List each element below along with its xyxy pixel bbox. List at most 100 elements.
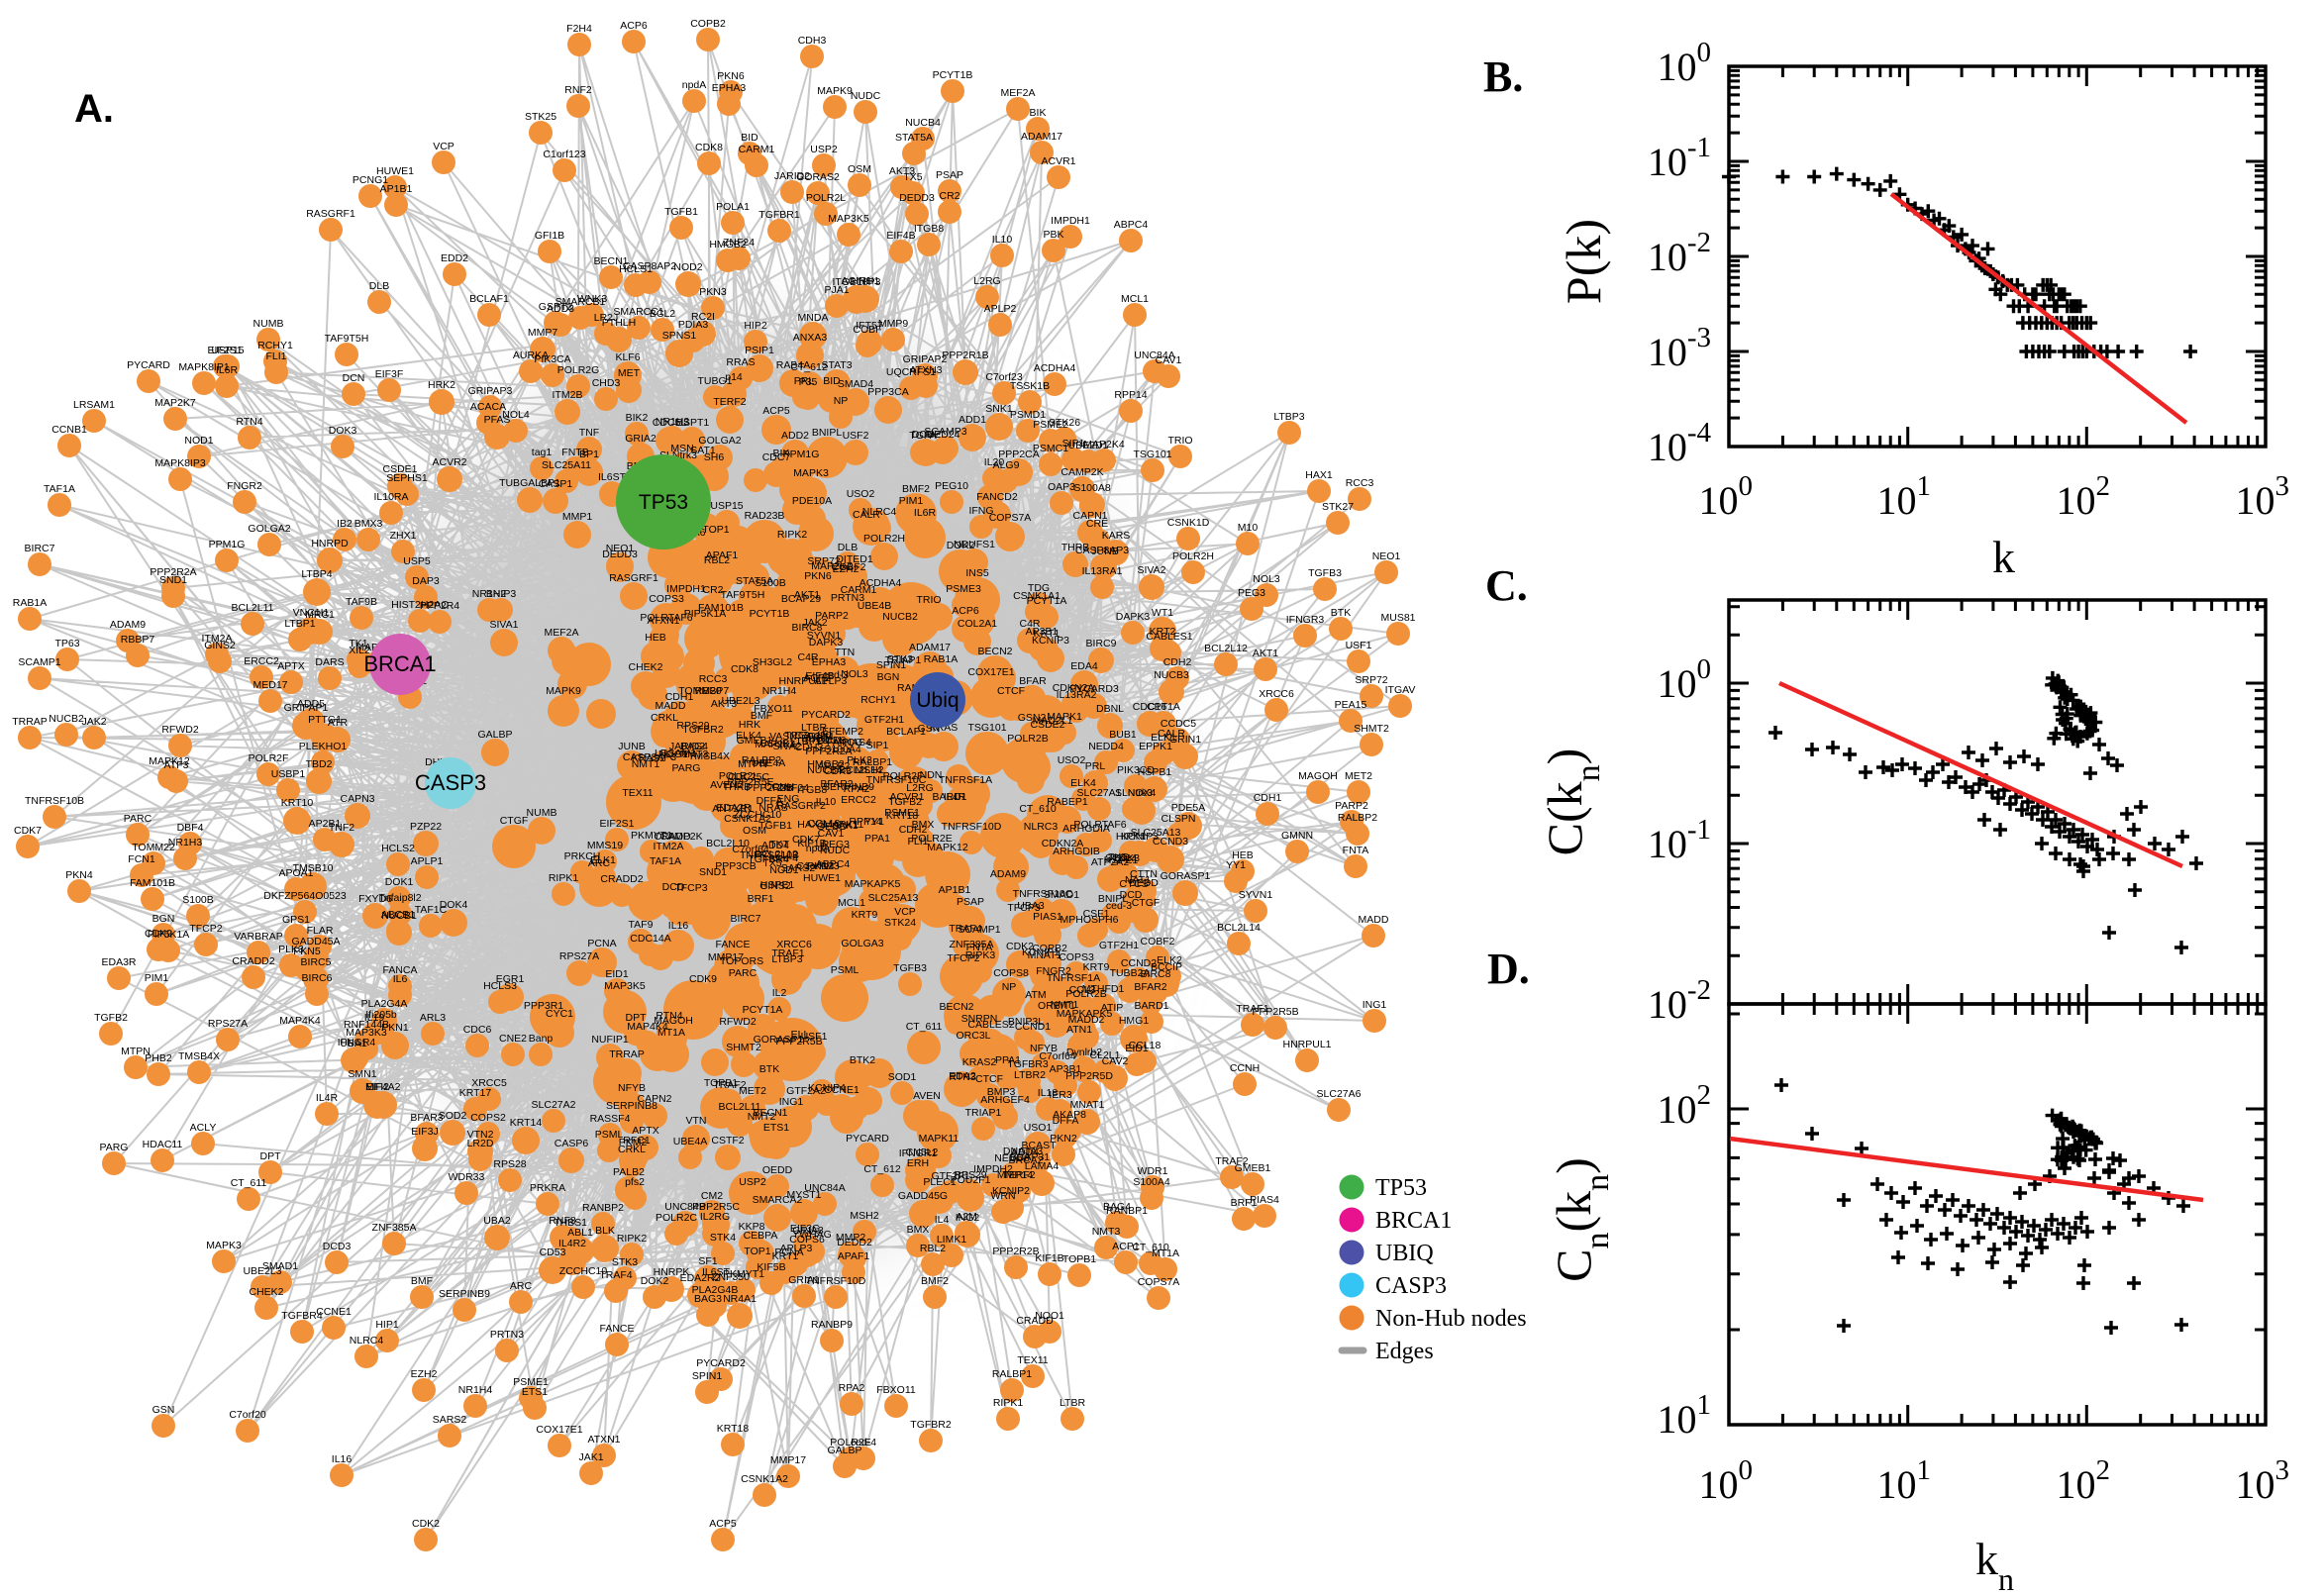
svg-text:PPP2CA: PPP2CA [998, 449, 1039, 460]
svg-text:IL10: IL10 [992, 234, 1013, 246]
svg-text:PARP2: PARP2 [1335, 800, 1368, 812]
svg-text:SNK1: SNK1 [985, 403, 1013, 415]
svg-text:NUMB: NUMB [527, 807, 557, 819]
svg-text:MAGOH: MAGOH [1298, 770, 1338, 782]
svg-text:BMF: BMF [751, 710, 772, 722]
svg-text:GMEB1: GMEB1 [737, 735, 773, 747]
svg-text:MED24: MED24 [925, 429, 960, 441]
svg-text:CASP3: CASP3 [1375, 1273, 1447, 1299]
svg-text:CCNB1: CCNB1 [51, 424, 87, 436]
svg-text:IL4R: IL4R [316, 1092, 339, 1104]
svg-text:PDE5A: PDE5A [1171, 802, 1205, 814]
svg-text:CAV2: CAV2 [1102, 1055, 1129, 1067]
svg-text:GRIN1: GRIN1 [1169, 734, 1201, 746]
svg-text:GADD45A: GADD45A [291, 936, 340, 948]
svg-text:BIRC7: BIRC7 [731, 913, 761, 925]
svg-text:ADAM9: ADAM9 [110, 619, 146, 631]
svg-text:CCND3: CCND3 [1153, 836, 1188, 848]
svg-text:ACP1: ACP1 [1112, 1241, 1140, 1252]
svg-text:TEX11: TEX11 [622, 787, 653, 799]
svg-text:CALR: CALR [1158, 728, 1185, 740]
svg-text:USO2: USO2 [1058, 754, 1086, 766]
svg-text:NQO1: NQO1 [1035, 1310, 1064, 1322]
svg-text:RNF144B: RNF144B [344, 1019, 389, 1031]
svg-text:FLI1: FLI1 [907, 836, 928, 848]
svg-text:EDD2: EDD2 [441, 252, 468, 264]
svg-text:CRADD2: CRADD2 [600, 873, 643, 885]
svg-text:ERCC2: ERCC2 [841, 794, 876, 806]
svg-text:NR1H4: NR1H4 [762, 685, 797, 697]
svg-text:ARC: ARC [588, 857, 611, 869]
svg-text:BFAR2: BFAR2 [820, 778, 853, 790]
svg-text:TRAF1: TRAF1 [771, 948, 804, 959]
svg-text:NR1H2: NR1H2 [472, 588, 507, 600]
svg-text:CDC16: CDC16 [1133, 701, 1167, 713]
svg-text:CDK7: CDK7 [792, 834, 820, 846]
svg-text:ITGB8: ITGB8 [797, 784, 828, 796]
svg-text:EDA4: EDA4 [1070, 660, 1098, 672]
svg-text:npdA: npdA [806, 843, 831, 854]
svg-text:PARP2: PARP2 [815, 610, 849, 622]
svg-text:IMPDH2: IMPDH2 [973, 1163, 1013, 1175]
svg-text:UNC84A: UNC84A [1134, 349, 1174, 361]
svg-text:RPP14: RPP14 [849, 816, 881, 828]
svg-text:ZNF24: ZNF24 [777, 782, 809, 794]
svg-text:MMP7: MMP7 [528, 327, 557, 339]
svg-text:M10: M10 [1238, 522, 1259, 534]
svg-text:BIRC8: BIRC8 [1141, 968, 1171, 980]
svg-text:CASP8AP2: CASP8AP2 [623, 260, 676, 272]
svg-text:PRKRA: PRKRA [530, 1182, 565, 1194]
svg-text:ACLY: ACLY [190, 1122, 217, 1134]
svg-text:TRAF4: TRAF4 [599, 1269, 632, 1281]
svg-text:TRAF4: TRAF4 [949, 923, 981, 935]
svg-text:BRCA1: BRCA1 [363, 651, 436, 676]
svg-text:ERCC2: ERCC2 [244, 655, 279, 667]
svg-text:HEB: HEB [1232, 849, 1254, 861]
svg-text:APLP3: APLP3 [780, 1243, 813, 1254]
svg-text:DEDD2: DEDD2 [837, 1237, 872, 1248]
svg-text:PPP2R2B: PPP2R2B [746, 782, 792, 794]
svg-text:PFAS: PFAS [484, 414, 511, 426]
svg-text:CDK7: CDK7 [14, 825, 42, 837]
svg-text:MAPK9: MAPK9 [546, 685, 581, 697]
svg-text:ARHGEF4: ARHGEF4 [980, 1094, 1030, 1106]
svg-text:CT_611: CT_611 [906, 1021, 943, 1033]
svg-text:RCC3: RCC3 [1346, 477, 1374, 489]
svg-text:PYCARD: PYCARD [127, 359, 170, 371]
svg-text:AP1B1: AP1B1 [939, 884, 971, 896]
svg-text:ced-3: ced-3 [823, 669, 849, 681]
svg-text:PYCARD3: PYCARD3 [1069, 683, 1119, 695]
svg-text:ZNF350: ZNF350 [712, 1271, 750, 1283]
svg-text:CAMP2K: CAMP2K [1060, 466, 1103, 478]
svg-text:DCD: DCD [1120, 889, 1143, 901]
svg-text:USP15: USP15 [710, 500, 743, 512]
svg-text:CASP3: CASP3 [415, 770, 486, 795]
svg-text:RPS28: RPS28 [493, 1158, 526, 1170]
svg-text:CSF1: CSF1 [1083, 908, 1110, 920]
svg-text:ACVR1: ACVR1 [889, 791, 924, 803]
svg-text:TGFA: TGFA [909, 430, 936, 442]
svg-text:THRB: THRB [723, 781, 752, 793]
svg-text:LRSAM1: LRSAM1 [655, 748, 696, 759]
svg-text:HNRPUL1: HNRPUL1 [1282, 1039, 1331, 1050]
svg-text:GTF2H1: GTF2H1 [1099, 940, 1139, 951]
svg-text:ETS1: ETS1 [522, 1386, 548, 1398]
svg-text:BMF: BMF [411, 1275, 433, 1287]
svg-text:ATN1: ATN1 [1066, 1024, 1092, 1036]
svg-text:NEO1: NEO1 [606, 543, 635, 554]
svg-text:IER3: IER3 [1049, 1089, 1072, 1101]
svg-text:TGFBR4: TGFBR4 [748, 853, 789, 865]
svg-text:CD53: CD53 [540, 1247, 566, 1258]
svg-text:CAPN2: CAPN2 [637, 1093, 671, 1105]
svg-text:BMP3: BMP3 [987, 1086, 1016, 1098]
svg-text:CDC14A: CDC14A [630, 933, 670, 945]
svg-text:ING1: ING1 [779, 1096, 804, 1108]
svg-text:VTN2: VTN2 [467, 1129, 494, 1141]
svg-text:POLRTAF6: POLRTAF6 [1073, 819, 1126, 831]
svg-text:DCD3: DCD3 [818, 735, 847, 747]
svg-text:FCN1: FCN1 [128, 853, 155, 865]
svg-text:EZH2: EZH2 [833, 563, 859, 575]
svg-text:IL10: IL10 [816, 796, 837, 808]
svg-text:npdA: npdA [682, 79, 707, 91]
svg-text:HCLS1: HCLS1 [619, 263, 653, 275]
